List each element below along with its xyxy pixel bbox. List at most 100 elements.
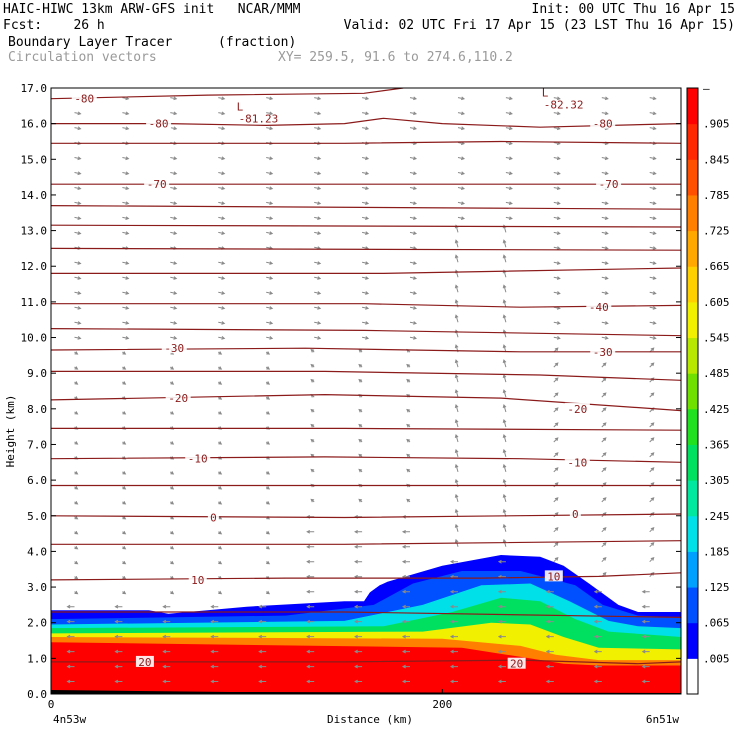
circulation-vector [358, 408, 363, 413]
circulation-vector [553, 527, 559, 533]
circulation-vector [74, 381, 79, 385]
contour-label: 0 [210, 512, 217, 525]
y-tick-label: 3.0 [27, 581, 47, 594]
circulation-vector [314, 186, 322, 190]
temperature-contour [51, 328, 681, 337]
circulation-vector [354, 604, 363, 609]
circulation-vector [314, 171, 322, 176]
circulation-vector [358, 498, 363, 503]
circulation-vector [74, 126, 82, 131]
circulation-vector [74, 560, 79, 565]
circulation-vector [649, 571, 655, 578]
circulation-vector [310, 468, 315, 473]
circulation-vector [449, 619, 458, 624]
circulation-vector [553, 336, 561, 340]
circulation-vector [649, 156, 657, 161]
circulation-vector [649, 186, 657, 190]
circulation-vector [553, 171, 561, 176]
circulation-vector [401, 619, 410, 624]
circulation-vector [218, 441, 223, 445]
circulation-vector [362, 291, 370, 295]
colorbar: .005 .065 .125 .185 .245 .305 .365 .425 .485 .545… [686, 82, 730, 695]
circulation-vector [502, 538, 507, 547]
circulation-vector [210, 604, 219, 609]
low-value: -81.23 [239, 113, 279, 126]
circulation-vector [601, 276, 609, 280]
circulation-vector [218, 171, 226, 176]
circulation-vector [649, 452, 655, 458]
circulation-vector [457, 216, 466, 220]
circulation-vector [218, 261, 226, 265]
contour-label-bg [144, 178, 170, 190]
circulation-vector [553, 422, 559, 428]
y-tick-label: 11.0 [21, 296, 48, 309]
circulation-vector [258, 604, 267, 609]
circulation-vector [170, 276, 178, 280]
circulation-vector [553, 186, 561, 190]
contour-label-bg [71, 92, 97, 104]
circulation-vector [170, 291, 178, 295]
colorbar-label: .425 [703, 403, 730, 416]
colorbar-label: .185 [703, 545, 730, 558]
circulation-vector [122, 201, 130, 205]
circulation-vector [74, 261, 82, 265]
circulation-vector [502, 448, 507, 458]
circulation-vector [74, 216, 82, 220]
circulation-vector [170, 156, 178, 161]
circulation-vector [502, 359, 507, 368]
circulation-vector [553, 392, 559, 398]
circulation-vector [354, 634, 363, 639]
circulation-vector [505, 186, 513, 190]
circulation-vector [314, 231, 322, 235]
circulation-vector [505, 126, 513, 131]
circulation-vector [266, 231, 274, 235]
circulation-vector [66, 664, 75, 669]
circulation-vector [454, 359, 459, 368]
circulation-vector [354, 529, 363, 534]
circulation-vector [74, 485, 79, 490]
circulation-vector [354, 589, 363, 594]
contour-label-bg [596, 178, 622, 190]
circulation-vector [266, 336, 274, 340]
plot-frame [50, 87, 682, 695]
circulation-vector [265, 500, 271, 505]
circulation-vector [310, 438, 315, 443]
circulation-vector [266, 156, 274, 161]
contour-label-bg [146, 117, 172, 129]
circulation-vector [649, 392, 655, 398]
circulation-vector [409, 276, 418, 280]
circulation-vector [74, 306, 82, 310]
circulation-vector [122, 411, 127, 415]
circulation-vector [218, 485, 223, 490]
contour-label: -70 [599, 178, 619, 191]
circulation-vector [306, 679, 315, 684]
circulation-vector [545, 634, 554, 639]
circulation-vector [362, 201, 370, 205]
circulation-vector [454, 448, 459, 458]
contour-label-bg [590, 345, 616, 357]
circulation-vector [170, 231, 178, 235]
x-start-label: 4n53w [53, 713, 86, 726]
circulation-vector [74, 231, 82, 235]
circulation-vector [218, 411, 223, 415]
temperature-contour [51, 247, 681, 251]
init-time: Init: 00 UTC Thu 16 Apr 15 [531, 2, 736, 17]
circulation-vector [649, 542, 655, 548]
colorbar-swatch [687, 658, 698, 695]
circulation-vector [449, 604, 458, 609]
circulation-vector [601, 392, 607, 398]
circulation-vector [306, 559, 315, 564]
circulation-vector [266, 291, 274, 295]
colorbar-swatch [687, 515, 698, 552]
circulation-vector [502, 254, 507, 263]
circulation-vector [218, 156, 226, 161]
circulation-vector [170, 411, 175, 415]
circulation-vector [649, 497, 655, 503]
circulation-vector [641, 664, 650, 669]
circulation-vector [553, 156, 561, 161]
contour-label-bg [188, 573, 207, 585]
colorbar-swatch [687, 266, 698, 303]
temperature-contour [51, 88, 404, 100]
colorbar-swatch [687, 444, 698, 481]
y-tick-label: 12.0 [21, 260, 48, 273]
